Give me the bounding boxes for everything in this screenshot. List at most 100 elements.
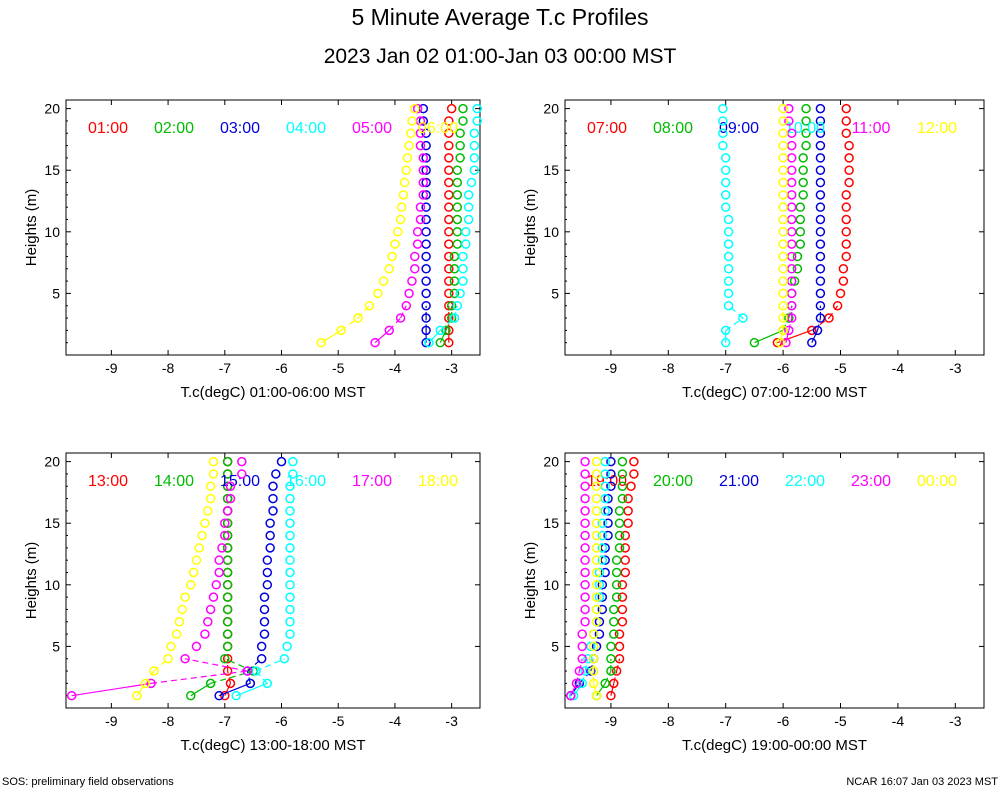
data-point bbox=[444, 288, 454, 299]
data-point bbox=[614, 543, 625, 553]
data-point bbox=[208, 592, 219, 602]
data-point bbox=[174, 617, 185, 627]
data-point bbox=[364, 300, 375, 311]
data-point bbox=[591, 506, 602, 516]
data-point bbox=[395, 214, 406, 225]
data-point bbox=[597, 604, 608, 615]
data-point bbox=[781, 337, 791, 348]
data-point bbox=[256, 641, 267, 652]
data-point bbox=[421, 276, 431, 286]
legend-label: 12:00 bbox=[917, 120, 957, 137]
data-point bbox=[205, 678, 216, 689]
data-point bbox=[398, 190, 409, 200]
data-point bbox=[718, 116, 728, 126]
data-point bbox=[285, 617, 295, 627]
data-point bbox=[407, 276, 417, 286]
data-point bbox=[449, 276, 460, 286]
data-point bbox=[265, 518, 275, 528]
data-point bbox=[444, 239, 454, 249]
data-point bbox=[421, 239, 431, 249]
data-point bbox=[222, 604, 233, 615]
legend-label: 04:00 bbox=[286, 120, 326, 137]
profile-segment bbox=[754, 329, 784, 344]
x-tick-label: -8 bbox=[662, 360, 675, 376]
data-point bbox=[778, 128, 788, 139]
data-point bbox=[452, 190, 463, 200]
data-point bbox=[200, 629, 210, 639]
data-point bbox=[222, 617, 233, 627]
data-point bbox=[597, 518, 608, 528]
y-tick-label: 5 bbox=[551, 638, 559, 654]
data-point bbox=[461, 239, 471, 249]
data-point bbox=[285, 567, 295, 578]
data-point bbox=[446, 103, 457, 114]
data-point bbox=[784, 103, 794, 114]
data-point bbox=[449, 288, 460, 299]
data-point bbox=[591, 617, 602, 627]
x-tick-label: -6 bbox=[275, 713, 288, 729]
data-point bbox=[778, 165, 788, 175]
data-point bbox=[259, 629, 270, 639]
data-point bbox=[841, 128, 851, 139]
data-point bbox=[620, 567, 631, 578]
data-point bbox=[623, 518, 633, 528]
data-point bbox=[795, 239, 806, 249]
data-point bbox=[220, 518, 230, 528]
data-point bbox=[279, 653, 290, 664]
x-axis-label: T.c(degC) 01:00-06:00 MST bbox=[180, 384, 365, 401]
data-point bbox=[841, 202, 851, 212]
data-point bbox=[472, 103, 482, 114]
data-point bbox=[798, 190, 808, 200]
data-point bbox=[617, 617, 628, 627]
data-point bbox=[455, 128, 465, 139]
data-point bbox=[775, 337, 785, 348]
data-point bbox=[387, 251, 397, 262]
profile-segment bbox=[573, 683, 583, 697]
data-point bbox=[600, 678, 610, 689]
legend-label: 22:00 bbox=[785, 473, 825, 490]
data-point bbox=[205, 481, 216, 492]
data-point bbox=[406, 128, 416, 139]
data-point bbox=[620, 530, 631, 541]
profile-segment bbox=[235, 682, 268, 697]
data-point bbox=[588, 629, 599, 639]
x-tick-label: -5 bbox=[332, 360, 345, 376]
series-1400 bbox=[186, 456, 258, 701]
data-point bbox=[441, 325, 451, 336]
data-point bbox=[463, 202, 474, 212]
data-point bbox=[446, 313, 457, 323]
data-point bbox=[600, 456, 610, 467]
data-point bbox=[421, 128, 431, 139]
data-point bbox=[384, 264, 395, 274]
data-point bbox=[571, 678, 582, 689]
data-point bbox=[844, 153, 854, 163]
data-point bbox=[208, 456, 219, 467]
data-point bbox=[268, 506, 278, 516]
plot-frame bbox=[564, 99, 985, 356]
data-point bbox=[222, 481, 233, 492]
data-point bbox=[259, 592, 270, 602]
data-point bbox=[623, 506, 633, 516]
data-point bbox=[784, 116, 794, 126]
profile-segment bbox=[388, 317, 402, 331]
data-point bbox=[580, 555, 590, 565]
legend-label: 00:00 bbox=[917, 473, 957, 490]
data-point bbox=[749, 337, 760, 348]
x-tick-label: -8 bbox=[162, 713, 175, 729]
data-point bbox=[217, 543, 227, 553]
data-point bbox=[384, 325, 395, 336]
data-point bbox=[723, 264, 734, 274]
profile-segment bbox=[616, 658, 621, 672]
profile-segment bbox=[439, 317, 455, 331]
data-point bbox=[285, 518, 295, 528]
data-point bbox=[220, 653, 230, 664]
data-point bbox=[603, 530, 613, 541]
data-point bbox=[844, 177, 854, 188]
data-point bbox=[629, 456, 639, 467]
data-point bbox=[455, 288, 465, 299]
data-point bbox=[180, 592, 190, 602]
profile-segment bbox=[144, 670, 155, 684]
data-point bbox=[271, 469, 281, 479]
data-point bbox=[778, 140, 788, 151]
